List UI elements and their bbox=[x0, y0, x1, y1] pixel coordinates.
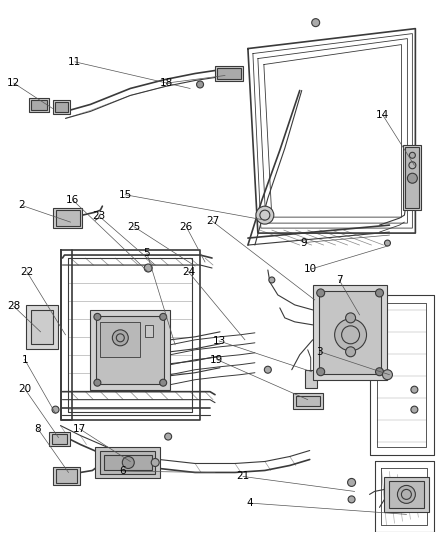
Text: 20: 20 bbox=[18, 384, 31, 394]
Circle shape bbox=[382, 370, 392, 379]
Text: 24: 24 bbox=[182, 267, 195, 277]
Text: 14: 14 bbox=[376, 110, 389, 120]
Text: 2: 2 bbox=[18, 200, 25, 211]
Bar bbox=[145, 325, 153, 337]
Bar bbox=[56, 210, 81, 226]
Text: 18: 18 bbox=[160, 78, 173, 88]
Bar bbox=[25, 305, 57, 349]
Circle shape bbox=[160, 313, 167, 320]
Circle shape bbox=[52, 406, 59, 413]
Bar bbox=[100, 450, 155, 474]
Circle shape bbox=[151, 458, 159, 466]
Bar bbox=[385, 478, 429, 512]
Bar bbox=[217, 68, 241, 79]
Circle shape bbox=[346, 313, 356, 323]
Bar bbox=[104, 455, 152, 471]
Text: 6: 6 bbox=[120, 466, 126, 476]
Text: 28: 28 bbox=[7, 301, 21, 311]
Bar bbox=[53, 208, 82, 228]
Circle shape bbox=[122, 456, 134, 469]
Bar bbox=[28, 99, 49, 112]
Circle shape bbox=[160, 379, 167, 386]
Circle shape bbox=[265, 366, 271, 373]
Circle shape bbox=[112, 330, 128, 346]
Bar bbox=[96, 316, 164, 384]
Circle shape bbox=[410, 152, 415, 158]
Circle shape bbox=[411, 406, 418, 413]
Bar bbox=[56, 470, 78, 483]
Circle shape bbox=[94, 379, 101, 386]
Bar bbox=[215, 66, 243, 82]
Text: 15: 15 bbox=[119, 190, 132, 200]
Circle shape bbox=[348, 496, 355, 503]
Bar bbox=[53, 100, 71, 115]
Text: 9: 9 bbox=[301, 238, 307, 247]
Bar bbox=[95, 447, 160, 479]
Circle shape bbox=[312, 19, 320, 27]
Circle shape bbox=[197, 81, 204, 88]
Circle shape bbox=[144, 264, 152, 272]
Text: 19: 19 bbox=[210, 354, 223, 365]
Text: 1: 1 bbox=[21, 354, 28, 365]
Text: 22: 22 bbox=[20, 267, 34, 277]
Circle shape bbox=[346, 347, 356, 357]
Circle shape bbox=[397, 486, 415, 503]
Text: 21: 21 bbox=[237, 472, 250, 481]
Circle shape bbox=[407, 173, 417, 183]
Bar bbox=[49, 432, 71, 446]
Bar bbox=[53, 467, 81, 486]
Text: 27: 27 bbox=[206, 216, 219, 227]
Text: 10: 10 bbox=[304, 264, 317, 274]
Bar bbox=[296, 395, 320, 406]
Bar bbox=[313, 285, 388, 379]
Text: 25: 25 bbox=[127, 222, 141, 232]
Bar bbox=[31, 100, 46, 110]
Circle shape bbox=[256, 206, 274, 224]
Bar bbox=[406, 147, 419, 208]
Bar bbox=[319, 291, 381, 374]
Circle shape bbox=[335, 319, 367, 351]
Circle shape bbox=[269, 277, 275, 283]
Bar bbox=[31, 310, 53, 344]
Circle shape bbox=[375, 289, 384, 297]
Bar bbox=[52, 433, 67, 443]
Circle shape bbox=[348, 479, 356, 487]
Text: 3: 3 bbox=[316, 346, 323, 357]
Text: 17: 17 bbox=[73, 424, 86, 434]
Bar bbox=[54, 102, 68, 112]
Circle shape bbox=[94, 313, 101, 320]
Bar bbox=[100, 322, 140, 357]
Circle shape bbox=[385, 240, 390, 246]
Text: 8: 8 bbox=[35, 424, 41, 434]
Text: 7: 7 bbox=[336, 275, 343, 285]
Text: 16: 16 bbox=[66, 195, 79, 205]
Text: 5: 5 bbox=[144, 248, 150, 258]
Bar bbox=[403, 146, 421, 210]
Bar bbox=[293, 393, 323, 409]
Text: 12: 12 bbox=[7, 78, 21, 88]
Circle shape bbox=[411, 386, 418, 393]
Bar bbox=[389, 481, 424, 508]
Text: 23: 23 bbox=[92, 211, 106, 221]
Circle shape bbox=[317, 368, 325, 376]
Circle shape bbox=[165, 433, 172, 440]
Circle shape bbox=[375, 368, 384, 376]
Bar bbox=[90, 310, 170, 390]
Text: 26: 26 bbox=[180, 222, 193, 232]
Text: 11: 11 bbox=[68, 57, 81, 67]
Bar bbox=[305, 370, 317, 387]
Text: 13: 13 bbox=[212, 336, 226, 346]
Circle shape bbox=[317, 289, 325, 297]
Text: 4: 4 bbox=[246, 498, 253, 508]
